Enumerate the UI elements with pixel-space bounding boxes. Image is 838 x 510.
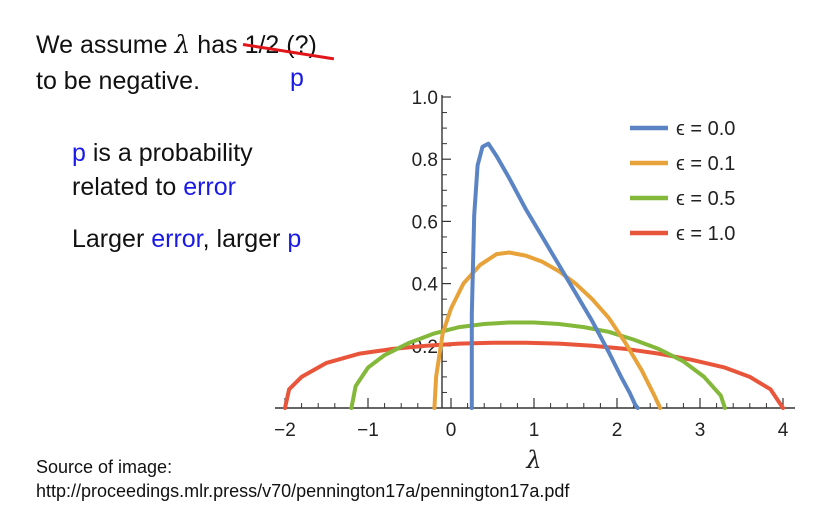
series-line [432, 250, 663, 410]
legend-label: ϵ = 0.1 [676, 153, 735, 175]
legend-label: ϵ = 1.0 [676, 223, 735, 245]
p-description-line-2: related to error [72, 172, 236, 202]
axes-layer: −2 −1 0 1 2 3 40.20.40.60.81.0λ [274, 88, 795, 474]
x-tick-label: 4 [778, 420, 789, 441]
larger-p-word: p [287, 225, 302, 253]
series-line [283, 340, 785, 410]
source-label: Source of image: [36, 457, 173, 477]
assumption-has: has [197, 31, 238, 59]
series-line [469, 141, 640, 410]
legend-label: ϵ = 0.0 [676, 118, 735, 140]
x-tick-label: 0 [446, 420, 457, 441]
series-layer [283, 141, 785, 410]
struck-value: 1/2 (?) [242, 30, 334, 61]
replacement-p: p [290, 64, 304, 92]
p-variable: p [72, 139, 86, 167]
x-tick-label: 3 [695, 420, 706, 441]
y-tick-label: 0.6 [412, 212, 438, 233]
y-tick-label: 1.0 [412, 88, 438, 109]
larger-error-line: Larger error, larger p [72, 224, 301, 254]
error-word: error [183, 173, 236, 201]
x-tick-label: −1 [357, 420, 379, 441]
larger-prefix: Larger [72, 225, 152, 253]
y-tick-label: 0.8 [412, 150, 438, 171]
assumption-line-1: We assume λ has 1/2 (?) [36, 30, 334, 61]
legend-label: ϵ = 0.5 [676, 188, 735, 210]
assumption-line-2: to be negative. [36, 67, 201, 95]
x-tick-label: −2 [274, 420, 296, 441]
series-line [349, 320, 727, 410]
lambda-symbol: λ [174, 30, 191, 59]
x-tick-label: 1 [529, 420, 540, 441]
x-tick-label: 2 [612, 420, 623, 441]
source-url[interactable]: http://proceedings.mlr.press/v70/penning… [36, 481, 570, 501]
p-description-text: is a probability [85, 139, 253, 167]
legend: ϵ = 0.0 ϵ = 0.1 ϵ = 0.5 ϵ = 1.0 [630, 118, 735, 245]
p-description-line-1: p is a probability [72, 138, 253, 168]
assumption-prefix: We assume [36, 31, 168, 59]
y-tick-label: 0.4 [412, 275, 439, 296]
related-to-text: related to [72, 173, 184, 201]
x-axis-label: λ [525, 446, 541, 474]
larger-mid: , larger [202, 225, 288, 253]
larger-error-word: error [151, 225, 203, 253]
